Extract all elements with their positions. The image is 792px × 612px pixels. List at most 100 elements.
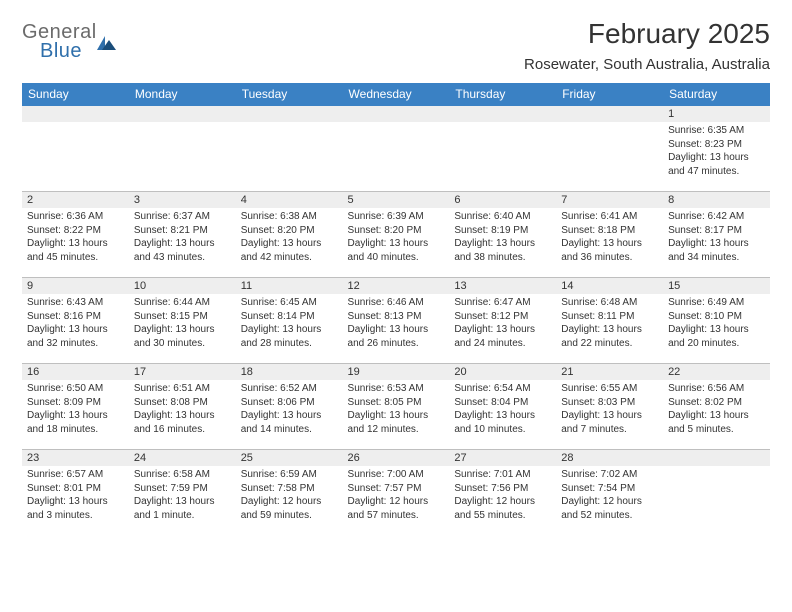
day-details: Sunrise: 6:51 AMSunset: 8:08 PMDaylight:… bbox=[129, 380, 236, 436]
calendar-cell: 1Sunrise: 6:35 AMSunset: 8:23 PMDaylight… bbox=[663, 106, 770, 192]
title-block: February 2025 Rosewater, South Australia… bbox=[524, 18, 770, 73]
calendar-row: 23Sunrise: 6:57 AMSunset: 8:01 PMDayligh… bbox=[22, 450, 770, 536]
day-number: 14 bbox=[556, 278, 663, 294]
day-details: Sunrise: 6:41 AMSunset: 8:18 PMDaylight:… bbox=[556, 208, 663, 264]
day-number: 7 bbox=[556, 192, 663, 208]
day-details: Sunrise: 6:53 AMSunset: 8:05 PMDaylight:… bbox=[343, 380, 450, 436]
calendar-cell: 19Sunrise: 6:53 AMSunset: 8:05 PMDayligh… bbox=[343, 364, 450, 450]
calendar-cell: 11Sunrise: 6:45 AMSunset: 8:14 PMDayligh… bbox=[236, 278, 343, 364]
day-details: Sunrise: 6:35 AMSunset: 8:23 PMDaylight:… bbox=[663, 122, 770, 178]
day-number: 23 bbox=[22, 450, 129, 466]
calendar-cell: 14Sunrise: 6:48 AMSunset: 8:11 PMDayligh… bbox=[556, 278, 663, 364]
empty-daynum bbox=[22, 106, 129, 122]
calendar-row: 2Sunrise: 6:36 AMSunset: 8:22 PMDaylight… bbox=[22, 192, 770, 278]
day-details: Sunrise: 6:38 AMSunset: 8:20 PMDaylight:… bbox=[236, 208, 343, 264]
day-details: Sunrise: 6:37 AMSunset: 8:21 PMDaylight:… bbox=[129, 208, 236, 264]
calendar-cell bbox=[343, 106, 450, 192]
day-number: 19 bbox=[343, 364, 450, 380]
day-details: Sunrise: 6:48 AMSunset: 8:11 PMDaylight:… bbox=[556, 294, 663, 350]
empty-daynum bbox=[129, 106, 236, 122]
calendar-cell: 6Sunrise: 6:40 AMSunset: 8:19 PMDaylight… bbox=[449, 192, 556, 278]
day-number: 18 bbox=[236, 364, 343, 380]
day-number: 15 bbox=[663, 278, 770, 294]
empty-daynum bbox=[663, 450, 770, 466]
day-number: 4 bbox=[236, 192, 343, 208]
empty-daynum bbox=[449, 106, 556, 122]
calendar-cell bbox=[449, 106, 556, 192]
calendar-cell: 3Sunrise: 6:37 AMSunset: 8:21 PMDaylight… bbox=[129, 192, 236, 278]
day-number: 12 bbox=[343, 278, 450, 294]
day-number: 6 bbox=[449, 192, 556, 208]
day-number: 16 bbox=[22, 364, 129, 380]
logo: General Blue bbox=[22, 18, 116, 61]
weekday-header: Monday bbox=[129, 83, 236, 106]
day-details: Sunrise: 6:45 AMSunset: 8:14 PMDaylight:… bbox=[236, 294, 343, 350]
calendar-cell: 21Sunrise: 6:55 AMSunset: 8:03 PMDayligh… bbox=[556, 364, 663, 450]
calendar-cell bbox=[22, 106, 129, 192]
day-details: Sunrise: 6:44 AMSunset: 8:15 PMDaylight:… bbox=[129, 294, 236, 350]
day-details: Sunrise: 7:01 AMSunset: 7:56 PMDaylight:… bbox=[449, 466, 556, 522]
calendar-cell: 27Sunrise: 7:01 AMSunset: 7:56 PMDayligh… bbox=[449, 450, 556, 536]
calendar-cell: 28Sunrise: 7:02 AMSunset: 7:54 PMDayligh… bbox=[556, 450, 663, 536]
calendar-cell: 25Sunrise: 6:59 AMSunset: 7:58 PMDayligh… bbox=[236, 450, 343, 536]
empty-daynum bbox=[343, 106, 450, 122]
header: General Blue February 2025 Rosewater, So… bbox=[22, 18, 770, 73]
day-number: 9 bbox=[22, 278, 129, 294]
day-details: Sunrise: 6:57 AMSunset: 8:01 PMDaylight:… bbox=[22, 466, 129, 522]
calendar-cell: 12Sunrise: 6:46 AMSunset: 8:13 PMDayligh… bbox=[343, 278, 450, 364]
day-number: 27 bbox=[449, 450, 556, 466]
calendar-cell: 26Sunrise: 7:00 AMSunset: 7:57 PMDayligh… bbox=[343, 450, 450, 536]
weekday-header: Friday bbox=[556, 83, 663, 106]
day-details: Sunrise: 6:50 AMSunset: 8:09 PMDaylight:… bbox=[22, 380, 129, 436]
day-details: Sunrise: 6:49 AMSunset: 8:10 PMDaylight:… bbox=[663, 294, 770, 350]
weekday-header: Wednesday bbox=[343, 83, 450, 106]
day-details: Sunrise: 6:54 AMSunset: 8:04 PMDaylight:… bbox=[449, 380, 556, 436]
day-number: 28 bbox=[556, 450, 663, 466]
calendar-cell bbox=[129, 106, 236, 192]
day-details: Sunrise: 6:47 AMSunset: 8:12 PMDaylight:… bbox=[449, 294, 556, 350]
day-number: 10 bbox=[129, 278, 236, 294]
calendar-cell: 2Sunrise: 6:36 AMSunset: 8:22 PMDaylight… bbox=[22, 192, 129, 278]
calendar-cell: 23Sunrise: 6:57 AMSunset: 8:01 PMDayligh… bbox=[22, 450, 129, 536]
calendar-cell: 17Sunrise: 6:51 AMSunset: 8:08 PMDayligh… bbox=[129, 364, 236, 450]
calendar-body: 1Sunrise: 6:35 AMSunset: 8:23 PMDaylight… bbox=[22, 106, 770, 536]
logo-line1: General bbox=[22, 22, 97, 42]
day-details: Sunrise: 6:36 AMSunset: 8:22 PMDaylight:… bbox=[22, 208, 129, 264]
weekday-header: Thursday bbox=[449, 83, 556, 106]
calendar-row: 9Sunrise: 6:43 AMSunset: 8:16 PMDaylight… bbox=[22, 278, 770, 364]
calendar-cell: 5Sunrise: 6:39 AMSunset: 8:20 PMDaylight… bbox=[343, 192, 450, 278]
empty-daynum bbox=[236, 106, 343, 122]
calendar-cell: 20Sunrise: 6:54 AMSunset: 8:04 PMDayligh… bbox=[449, 364, 556, 450]
day-details: Sunrise: 6:59 AMSunset: 7:58 PMDaylight:… bbox=[236, 466, 343, 522]
calendar-cell: 24Sunrise: 6:58 AMSunset: 7:59 PMDayligh… bbox=[129, 450, 236, 536]
day-details: Sunrise: 6:43 AMSunset: 8:16 PMDaylight:… bbox=[22, 294, 129, 350]
day-details: Sunrise: 7:02 AMSunset: 7:54 PMDaylight:… bbox=[556, 466, 663, 522]
day-details: Sunrise: 6:46 AMSunset: 8:13 PMDaylight:… bbox=[343, 294, 450, 350]
calendar-cell: 18Sunrise: 6:52 AMSunset: 8:06 PMDayligh… bbox=[236, 364, 343, 450]
day-number: 25 bbox=[236, 450, 343, 466]
page-title: February 2025 bbox=[524, 18, 770, 50]
day-number: 1 bbox=[663, 106, 770, 122]
calendar-cell: 7Sunrise: 6:41 AMSunset: 8:18 PMDaylight… bbox=[556, 192, 663, 278]
empty-daynum bbox=[556, 106, 663, 122]
calendar-page: General Blue February 2025 Rosewater, So… bbox=[0, 0, 792, 550]
day-details: Sunrise: 6:56 AMSunset: 8:02 PMDaylight:… bbox=[663, 380, 770, 436]
day-details: Sunrise: 6:39 AMSunset: 8:20 PMDaylight:… bbox=[343, 208, 450, 264]
calendar-cell: 8Sunrise: 6:42 AMSunset: 8:17 PMDaylight… bbox=[663, 192, 770, 278]
calendar-cell: 13Sunrise: 6:47 AMSunset: 8:12 PMDayligh… bbox=[449, 278, 556, 364]
day-number: 2 bbox=[22, 192, 129, 208]
weekday-header: Tuesday bbox=[236, 83, 343, 106]
logo-text: General Blue bbox=[22, 22, 97, 61]
calendar-cell: 15Sunrise: 6:49 AMSunset: 8:10 PMDayligh… bbox=[663, 278, 770, 364]
calendar-row: 1Sunrise: 6:35 AMSunset: 8:23 PMDaylight… bbox=[22, 106, 770, 192]
weekday-header: Saturday bbox=[663, 83, 770, 106]
day-number: 20 bbox=[449, 364, 556, 380]
calendar-cell: 9Sunrise: 6:43 AMSunset: 8:16 PMDaylight… bbox=[22, 278, 129, 364]
day-number: 24 bbox=[129, 450, 236, 466]
day-number: 22 bbox=[663, 364, 770, 380]
calendar-cell bbox=[556, 106, 663, 192]
logo-line2: Blue bbox=[40, 41, 97, 61]
calendar-row: 16Sunrise: 6:50 AMSunset: 8:09 PMDayligh… bbox=[22, 364, 770, 450]
day-details: Sunrise: 7:00 AMSunset: 7:57 PMDaylight:… bbox=[343, 466, 450, 522]
day-number: 17 bbox=[129, 364, 236, 380]
